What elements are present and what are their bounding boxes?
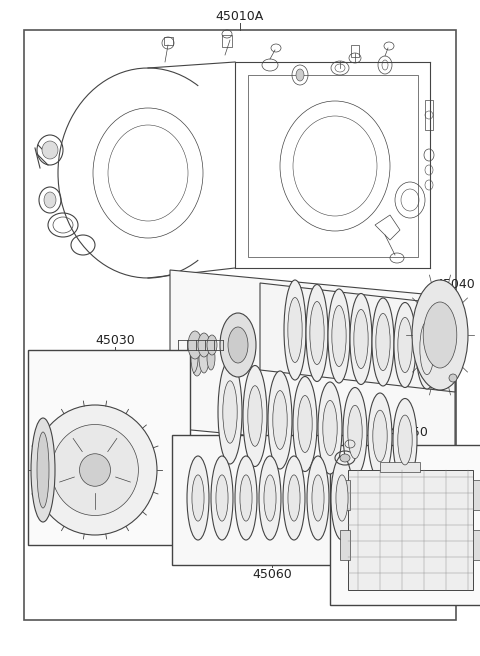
Ellipse shape xyxy=(398,318,412,373)
Ellipse shape xyxy=(248,386,262,446)
Ellipse shape xyxy=(192,475,204,521)
Bar xyxy=(28,350,190,545)
Ellipse shape xyxy=(42,141,58,159)
Ellipse shape xyxy=(449,374,457,382)
Ellipse shape xyxy=(288,475,300,521)
Ellipse shape xyxy=(199,343,209,373)
Ellipse shape xyxy=(350,293,372,384)
Ellipse shape xyxy=(298,396,312,453)
Ellipse shape xyxy=(373,410,387,462)
Ellipse shape xyxy=(394,302,416,388)
Ellipse shape xyxy=(312,475,324,521)
Ellipse shape xyxy=(264,475,276,521)
Ellipse shape xyxy=(296,69,304,81)
Ellipse shape xyxy=(310,302,324,365)
Ellipse shape xyxy=(220,313,256,377)
Ellipse shape xyxy=(318,382,342,474)
Ellipse shape xyxy=(348,405,362,459)
Ellipse shape xyxy=(368,393,392,479)
Text: 45040: 45040 xyxy=(435,279,475,291)
Ellipse shape xyxy=(306,285,328,382)
Ellipse shape xyxy=(307,456,329,540)
Ellipse shape xyxy=(372,298,394,386)
Ellipse shape xyxy=(354,310,368,369)
Bar xyxy=(340,530,350,560)
Bar xyxy=(473,530,480,560)
Bar xyxy=(248,75,418,257)
Ellipse shape xyxy=(243,365,267,466)
Ellipse shape xyxy=(328,289,350,383)
Ellipse shape xyxy=(223,380,237,443)
Ellipse shape xyxy=(228,327,248,363)
Ellipse shape xyxy=(80,454,110,486)
Ellipse shape xyxy=(393,398,417,482)
Ellipse shape xyxy=(331,456,353,540)
Ellipse shape xyxy=(218,360,242,464)
Ellipse shape xyxy=(52,424,138,516)
Bar xyxy=(473,480,480,510)
Ellipse shape xyxy=(420,321,434,375)
Ellipse shape xyxy=(288,298,302,363)
Ellipse shape xyxy=(240,475,252,521)
Ellipse shape xyxy=(198,333,210,357)
Ellipse shape xyxy=(37,432,49,508)
Ellipse shape xyxy=(191,340,203,376)
Ellipse shape xyxy=(207,335,217,355)
Polygon shape xyxy=(260,283,455,392)
Ellipse shape xyxy=(284,280,306,380)
Bar xyxy=(24,30,456,620)
Ellipse shape xyxy=(187,456,209,540)
Ellipse shape xyxy=(398,415,412,465)
Ellipse shape xyxy=(31,418,55,522)
Ellipse shape xyxy=(273,390,287,449)
Ellipse shape xyxy=(259,456,281,540)
Ellipse shape xyxy=(336,475,348,521)
Ellipse shape xyxy=(293,377,317,472)
Ellipse shape xyxy=(332,306,346,367)
Ellipse shape xyxy=(235,456,257,540)
Ellipse shape xyxy=(376,314,390,371)
Text: 45060: 45060 xyxy=(252,569,292,581)
Bar xyxy=(348,470,473,590)
Ellipse shape xyxy=(33,405,157,535)
Text: 45010A: 45010A xyxy=(216,9,264,22)
Bar xyxy=(351,45,359,57)
Ellipse shape xyxy=(188,331,202,359)
Ellipse shape xyxy=(412,280,468,390)
Ellipse shape xyxy=(216,475,228,521)
Ellipse shape xyxy=(211,456,233,540)
Polygon shape xyxy=(170,270,455,455)
Ellipse shape xyxy=(323,400,337,456)
Ellipse shape xyxy=(343,388,367,476)
Bar xyxy=(164,37,173,45)
Text: 45050: 45050 xyxy=(388,426,428,438)
Bar xyxy=(425,100,433,130)
Text: 45030: 45030 xyxy=(95,333,135,346)
Bar xyxy=(222,35,232,47)
Ellipse shape xyxy=(423,302,457,368)
Bar xyxy=(172,435,372,565)
Bar xyxy=(330,445,480,605)
Ellipse shape xyxy=(207,346,215,370)
Ellipse shape xyxy=(268,371,292,469)
Ellipse shape xyxy=(416,307,438,389)
Bar xyxy=(380,462,420,472)
Bar xyxy=(340,480,350,510)
Ellipse shape xyxy=(44,192,56,208)
Ellipse shape xyxy=(283,456,305,540)
Ellipse shape xyxy=(340,454,350,462)
